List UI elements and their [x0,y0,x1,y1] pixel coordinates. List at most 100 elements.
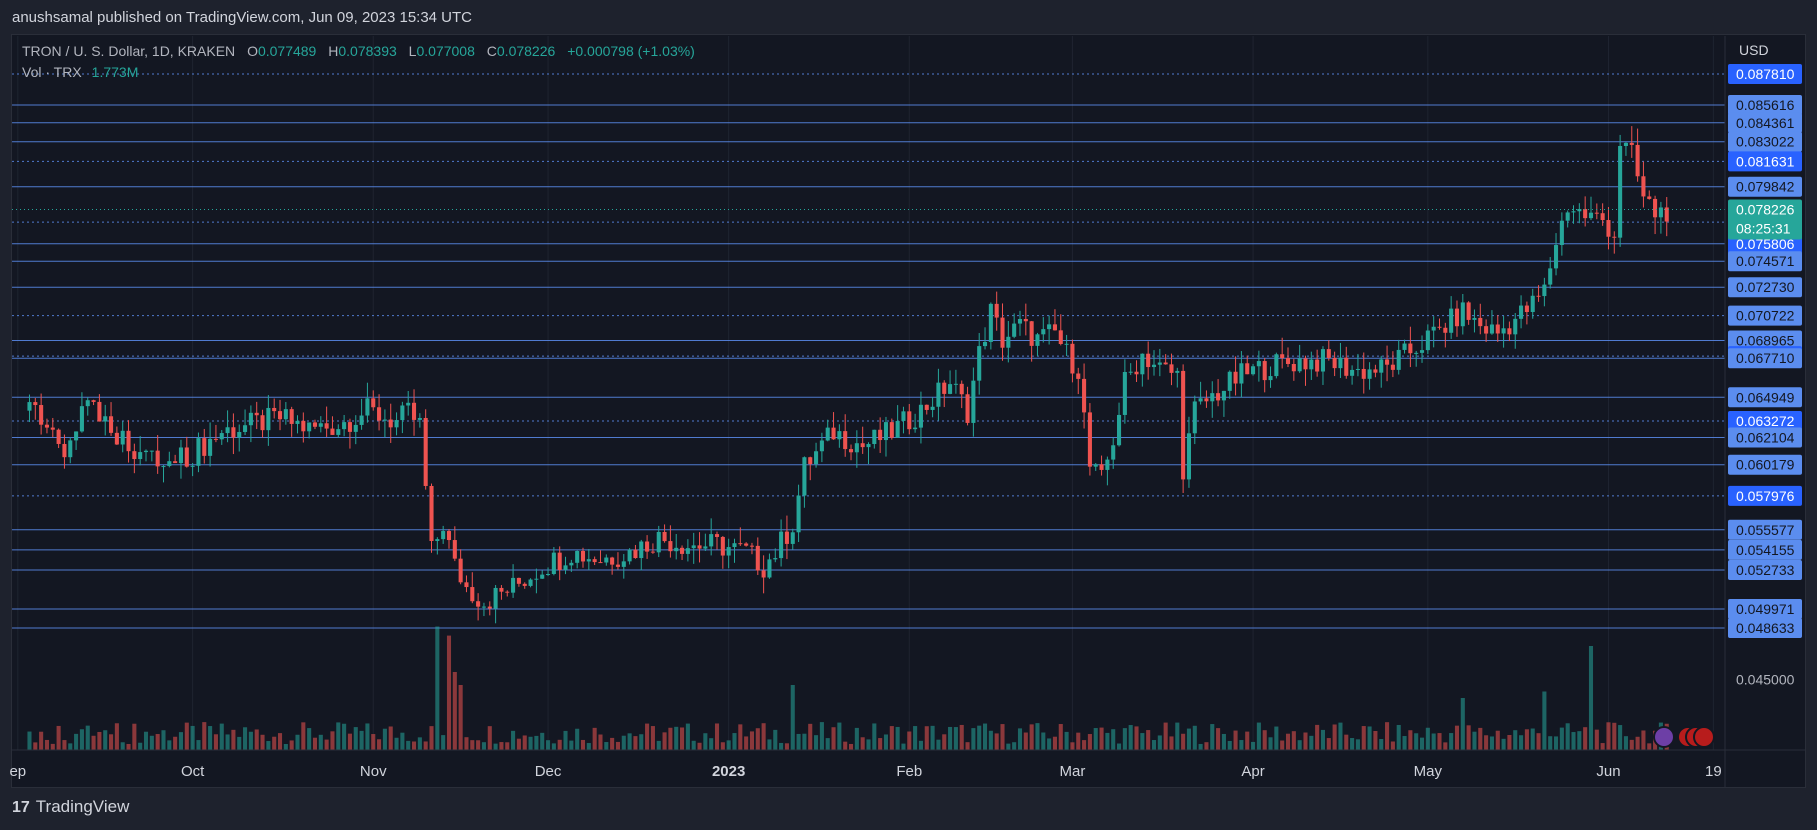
price-tick-label: 0.070722 [1736,308,1795,324]
candle-body [295,420,300,424]
volume-bar [889,726,894,750]
candle-body [400,405,405,421]
volume-bar [709,738,714,750]
time-tick-label: Feb [896,763,922,780]
candle-body [773,558,778,560]
volume-bar [1052,736,1057,750]
volume-bar [1012,742,1017,750]
price-label-box [1728,112,1802,133]
low-label: L [408,43,417,59]
volume-bar [994,733,999,750]
volume-bar [1350,738,1355,750]
candle-body [505,591,510,593]
volume-bar [1530,728,1535,750]
candle-body [1000,317,1005,348]
volume-bar [1524,729,1529,750]
volume-bar [1553,736,1559,750]
volume-bar [336,722,341,750]
volume-bar [283,743,288,750]
candle-body [231,427,236,438]
volume-bar [1064,731,1069,750]
volume-bar [1600,743,1605,750]
volume-bar [942,734,947,750]
volume-bar [843,741,848,750]
candle-body [563,565,568,571]
volume-bar [39,731,44,750]
volume-bar [190,725,195,750]
volume-bar [260,734,265,750]
candle-body [1390,364,1395,370]
candle-body [761,570,766,578]
price-label-box [1728,539,1802,560]
volume-bar [732,733,737,750]
volume-bar [1606,722,1611,750]
candle-body [406,402,411,406]
publisher-text: anushsamal published on TradingView.com,… [12,9,473,26]
price-tick-label: 0.064949 [1736,389,1795,405]
flag-icon [1693,726,1715,748]
volume-bar [1536,733,1541,750]
candle-body [645,541,650,552]
volume-bar [1332,724,1337,750]
volume-bar [837,722,842,750]
volume-bar [953,727,958,750]
volume-bar [982,723,988,750]
volume-bar [301,722,306,750]
candle-body [1163,362,1168,365]
candle-body [1647,196,1652,199]
candle-body [948,384,953,394]
volume-bar [1035,723,1040,750]
candle-body [749,545,755,547]
candle-body [953,383,958,385]
candle-body [394,420,399,428]
chart-frame[interactable] [11,34,1806,788]
candle-body [1606,220,1611,237]
candle-body [1274,354,1279,377]
volume-bar [1344,734,1349,750]
volume-bar [132,723,137,750]
volume-bar [1076,732,1081,750]
volume-bar [516,738,521,750]
volume-bar [1169,736,1174,750]
price-label-box [1728,95,1802,116]
candle-body [1519,305,1524,319]
volume-bar [97,731,102,750]
candle-body [1052,324,1057,331]
volume-bar [825,738,830,750]
candle-body [1210,393,1215,402]
volume-bar [1577,731,1582,750]
candle-body [1478,317,1483,327]
candle-body [336,429,341,435]
volume-bar [388,726,393,750]
volume-bar [417,737,422,750]
volume-bar [872,723,877,750]
candle-body [1041,329,1046,335]
candle-body [878,429,883,441]
volume-bar [74,733,79,750]
candle-body [621,561,626,567]
volume-bar [1117,743,1122,750]
candle-body [1489,324,1494,334]
candle-body [575,550,580,563]
volume-bar [645,723,650,750]
volume-bar [1542,691,1547,750]
volume-bar [1186,728,1191,750]
candle-body [1635,144,1640,177]
candle-body [580,550,586,562]
volume-bar [353,727,358,750]
volume-bar [907,731,912,750]
volume-bar [592,727,597,750]
volume-bar [1245,731,1250,750]
candle-body [650,551,655,553]
volume-bar [400,732,405,750]
candle-body [714,534,720,537]
volume-bar [289,740,294,750]
candle-body [476,601,481,607]
price-tick-label: 0.079842 [1736,179,1795,195]
candle-body [1029,321,1034,346]
candle-body [784,531,789,544]
candle-body [1017,318,1023,324]
volume-bar [563,730,568,750]
volume-bar [161,730,166,750]
